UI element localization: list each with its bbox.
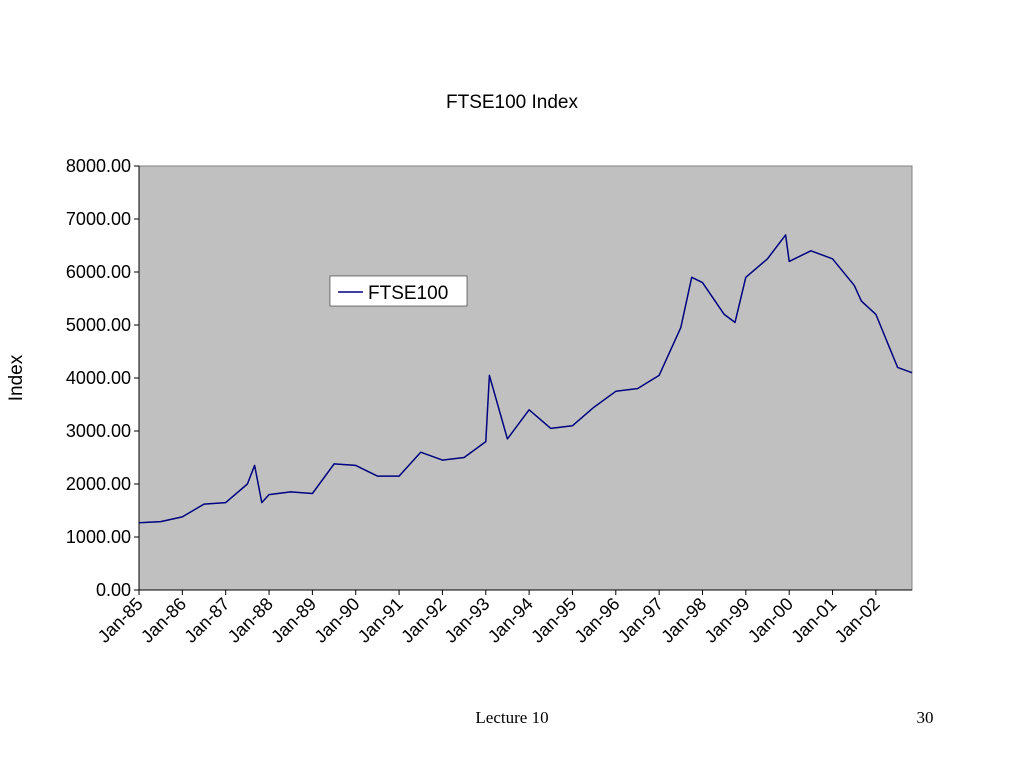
plot-area <box>138 165 913 591</box>
footer-lecture: Lecture 10 <box>475 708 549 727</box>
x-tick-label: Jan-90 <box>310 594 363 647</box>
y-tick-label: 7000.00 <box>66 209 131 229</box>
series-line-ftse100 <box>138 234 913 524</box>
y-tick-label: 5000.00 <box>66 315 131 335</box>
x-tick-label: Jan-85 <box>94 594 147 647</box>
x-tick-label: Jan-88 <box>224 594 277 647</box>
series-group <box>138 234 913 524</box>
x-tick-label: Jan-93 <box>441 594 494 647</box>
x-tick-label: Jan-87 <box>180 594 233 647</box>
y-axis-title: Index <box>6 354 27 401</box>
x-tick-label: Jan-94 <box>484 594 537 647</box>
y-axis-ticks: 0.00 1000.00 2000.00 3000.00 4000.00 5000.00 6… <box>66 156 139 600</box>
legend: FTSE100 <box>329 275 468 307</box>
chart-title: FTSE100 Index <box>446 92 579 113</box>
y-tick-label: 8000.00 <box>66 156 131 176</box>
x-tick-label: Jan-00 <box>744 594 797 647</box>
page-number: 30 <box>916 708 934 727</box>
y-tick-label: 2000.00 <box>66 474 131 494</box>
y-tick-label: 1000.00 <box>66 527 131 547</box>
x-tick-label: Jan-96 <box>571 594 624 647</box>
y-tick-label: 4000.00 <box>66 368 131 388</box>
legend-box <box>329 275 468 307</box>
x-tick-label: Jan-97 <box>614 594 667 647</box>
y-tick-label: 0.00 <box>96 580 131 600</box>
x-tick-label: Jan-89 <box>267 594 320 647</box>
x-tick-label: Jan-02 <box>831 594 884 647</box>
x-tick-label: Jan-95 <box>527 594 580 647</box>
y-tick-label: 3000.00 <box>66 421 131 441</box>
x-tick-label: Jan-91 <box>354 594 407 647</box>
x-tick-label: Jan-92 <box>397 594 450 647</box>
x-tick-label: Jan-86 <box>137 594 190 647</box>
x-axis-ticks: Jan-85Jan-86Jan-87Jan-88Jan-89Jan-90Jan-… <box>94 590 884 647</box>
x-tick-label: Jan-98 <box>657 594 710 647</box>
y-tick-label: 6000.00 <box>66 262 131 282</box>
x-tick-label: Jan-01 <box>787 594 840 647</box>
legend-label: FTSE100 <box>368 283 448 304</box>
x-tick-label: Jan-99 <box>701 594 754 647</box>
